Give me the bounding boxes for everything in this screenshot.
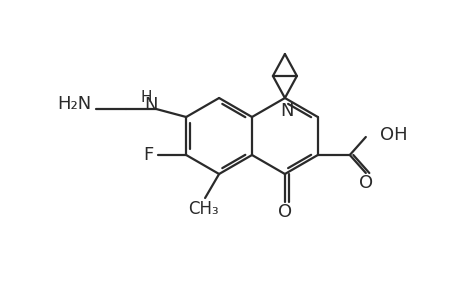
Text: O: O <box>277 203 291 221</box>
Text: F: F <box>143 146 153 164</box>
Text: N: N <box>280 102 293 120</box>
Text: O: O <box>358 174 372 192</box>
Text: H: H <box>140 89 151 104</box>
Text: OH: OH <box>379 126 407 144</box>
Text: CH₃: CH₃ <box>187 200 218 218</box>
Text: H₂N: H₂N <box>57 95 91 113</box>
Text: N: N <box>144 96 157 114</box>
